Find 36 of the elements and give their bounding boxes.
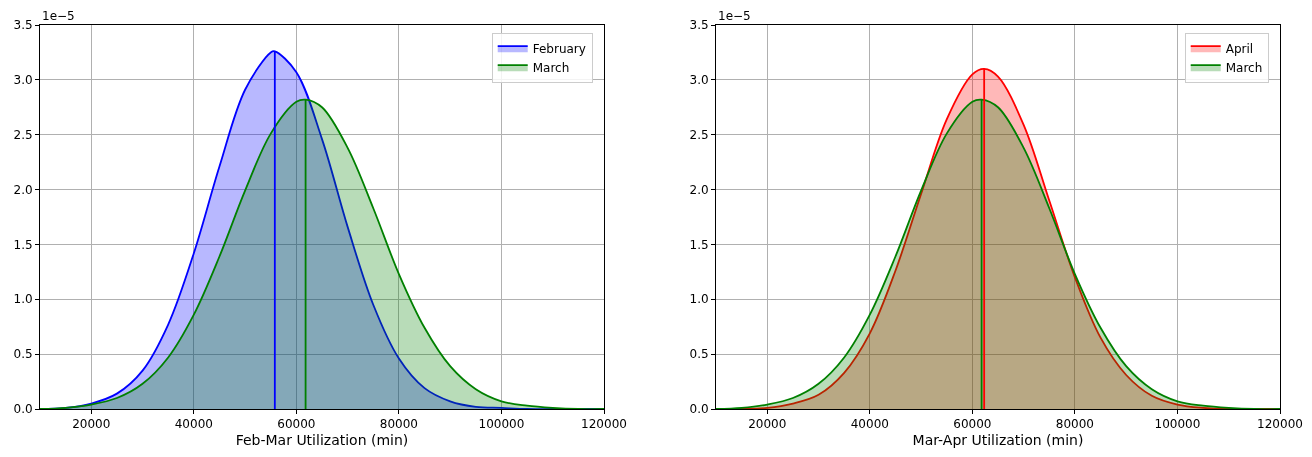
y-tick-label: 1.5 — [13, 237, 33, 252]
y-tick-label: 2.0 — [13, 182, 33, 197]
y-tick-label: 2.0 — [689, 182, 709, 197]
x-axis-title: Mar-Apr Utilization (min) — [912, 431, 1084, 448]
x-tick-label: 120000 — [1257, 417, 1303, 432]
x-tick-label: 120000 — [581, 417, 627, 432]
legend-label: February — [532, 41, 586, 56]
text: 1e−5 — [42, 9, 75, 23]
x-tick-label: 100000 — [478, 417, 525, 432]
x-axis-title: Feb-Mar Utilization (min) — [235, 431, 409, 448]
y-tick-label: 0.0 — [689, 402, 709, 417]
x-tick-label: 80000 — [379, 417, 418, 432]
y-tick-label: 3.5 — [13, 18, 33, 33]
x-tick-label: 40000 — [850, 417, 889, 432]
legend-label: March — [532, 60, 570, 75]
y-tick-label: 0.5 — [13, 347, 33, 362]
y-tick-label: 3.0 — [689, 73, 709, 88]
y-tick-label: 2.5 — [13, 127, 33, 142]
y-tick-label: 3.5 — [689, 18, 709, 33]
x-tick-label: 60000 — [277, 417, 316, 432]
text: 1e−5 — [718, 9, 751, 23]
y-tick-label: 0.5 — [689, 347, 709, 362]
x-tick-label: 20000 — [72, 417, 111, 432]
y-tick-label: 2.5 — [689, 127, 709, 142]
x-tick-label: 80000 — [1055, 417, 1094, 432]
y-tick-label: 1.0 — [13, 292, 33, 307]
x-tick-label: 60000 — [953, 417, 992, 432]
x-tick-label: 40000 — [174, 417, 213, 432]
y-tick-label: 0.0 — [13, 402, 33, 417]
y-tick-label: 3.0 — [13, 73, 33, 88]
y-tick-label: 1.0 — [689, 292, 709, 307]
x-tick-label: 100000 — [1154, 417, 1201, 432]
legend-label: March — [1225, 60, 1263, 75]
x-tick-label: 20000 — [748, 417, 787, 432]
legend-label: April — [1225, 41, 1254, 56]
y-tick-label: 1.5 — [689, 237, 709, 252]
